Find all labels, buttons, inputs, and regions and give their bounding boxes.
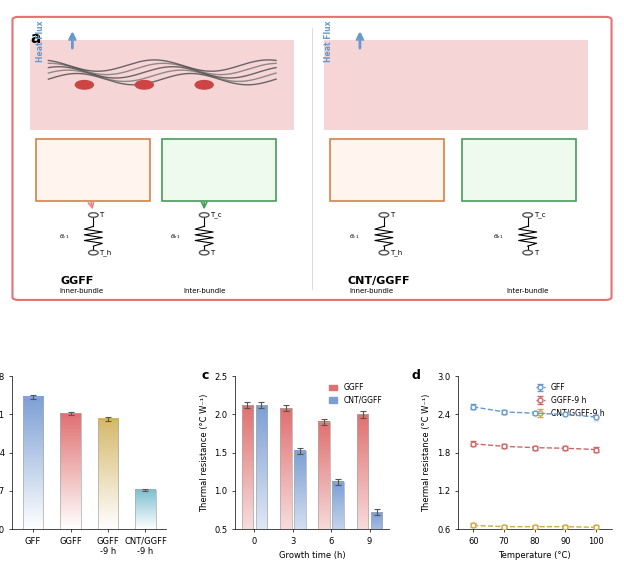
- Bar: [333, 482, 344, 563]
- Text: $\theta_{z1}$: $\theta_{z1}$: [493, 232, 504, 241]
- Text: c: c: [202, 369, 209, 382]
- Text: T_c: T_c: [534, 212, 545, 218]
- Text: a: a: [31, 31, 41, 46]
- Circle shape: [379, 251, 389, 255]
- Legend: GFF, GGFF-9 h, CNT/GGFF-9 h: GFF, GGFF-9 h, CNT/GGFF-9 h: [533, 380, 608, 421]
- Text: Inner-bundle: Inner-bundle: [350, 288, 394, 294]
- Bar: [61, 413, 81, 529]
- Text: $\theta_{z1}$: $\theta_{z1}$: [170, 232, 180, 241]
- Text: Inter-bundle: Inter-bundle: [183, 288, 225, 294]
- Text: T_h: T_h: [99, 249, 112, 256]
- Bar: [294, 451, 306, 563]
- Circle shape: [523, 251, 532, 255]
- Bar: [23, 397, 44, 529]
- Text: T: T: [390, 212, 394, 218]
- Legend: GGFF, CNT/GGFF: GGFF, CNT/GGFF: [326, 380, 385, 408]
- Circle shape: [135, 81, 154, 89]
- Circle shape: [89, 251, 98, 255]
- FancyBboxPatch shape: [162, 138, 276, 201]
- Text: T: T: [99, 212, 104, 218]
- Circle shape: [76, 81, 94, 89]
- Bar: [98, 419, 119, 529]
- Text: Inter-bundle: Inter-bundle: [507, 288, 549, 294]
- Text: T: T: [534, 249, 538, 256]
- Circle shape: [200, 213, 209, 217]
- Text: $\theta_{c1}$: $\theta_{c1}$: [59, 232, 69, 241]
- Circle shape: [89, 213, 98, 217]
- FancyBboxPatch shape: [12, 17, 612, 300]
- X-axis label: Temperature (°C): Temperature (°C): [499, 551, 571, 560]
- Text: T_h: T_h: [390, 249, 402, 256]
- FancyBboxPatch shape: [324, 39, 588, 130]
- FancyBboxPatch shape: [31, 39, 294, 130]
- Bar: [135, 490, 156, 529]
- Bar: [280, 408, 291, 563]
- Bar: [318, 422, 330, 563]
- Y-axis label: Thermal resistance (°C W⁻¹): Thermal resistance (°C W⁻¹): [422, 394, 431, 512]
- Text: Inner-bundle: Inner-bundle: [59, 288, 104, 294]
- Text: Heat Flux: Heat Flux: [324, 20, 333, 62]
- Text: GGFF: GGFF: [61, 276, 94, 287]
- Circle shape: [523, 213, 532, 217]
- Bar: [357, 414, 368, 563]
- FancyBboxPatch shape: [330, 138, 444, 201]
- Text: T: T: [210, 249, 215, 256]
- Circle shape: [195, 81, 213, 89]
- Text: Heat Flux: Heat Flux: [36, 20, 46, 62]
- Text: CNT/GGFF: CNT/GGFF: [348, 276, 411, 287]
- Circle shape: [379, 213, 389, 217]
- Bar: [371, 512, 383, 563]
- Circle shape: [200, 251, 209, 255]
- Y-axis label: Thermal resistance (°C W⁻¹): Thermal resistance (°C W⁻¹): [200, 394, 209, 512]
- Text: T_c: T_c: [210, 212, 222, 218]
- Text: d: d: [412, 369, 421, 382]
- Text: $\theta_{c1}$: $\theta_{c1}$: [349, 232, 360, 241]
- FancyBboxPatch shape: [462, 138, 575, 201]
- Bar: [241, 405, 253, 563]
- Bar: [256, 405, 267, 563]
- FancyBboxPatch shape: [36, 138, 150, 201]
- X-axis label: Growth time (h): Growth time (h): [279, 551, 345, 560]
